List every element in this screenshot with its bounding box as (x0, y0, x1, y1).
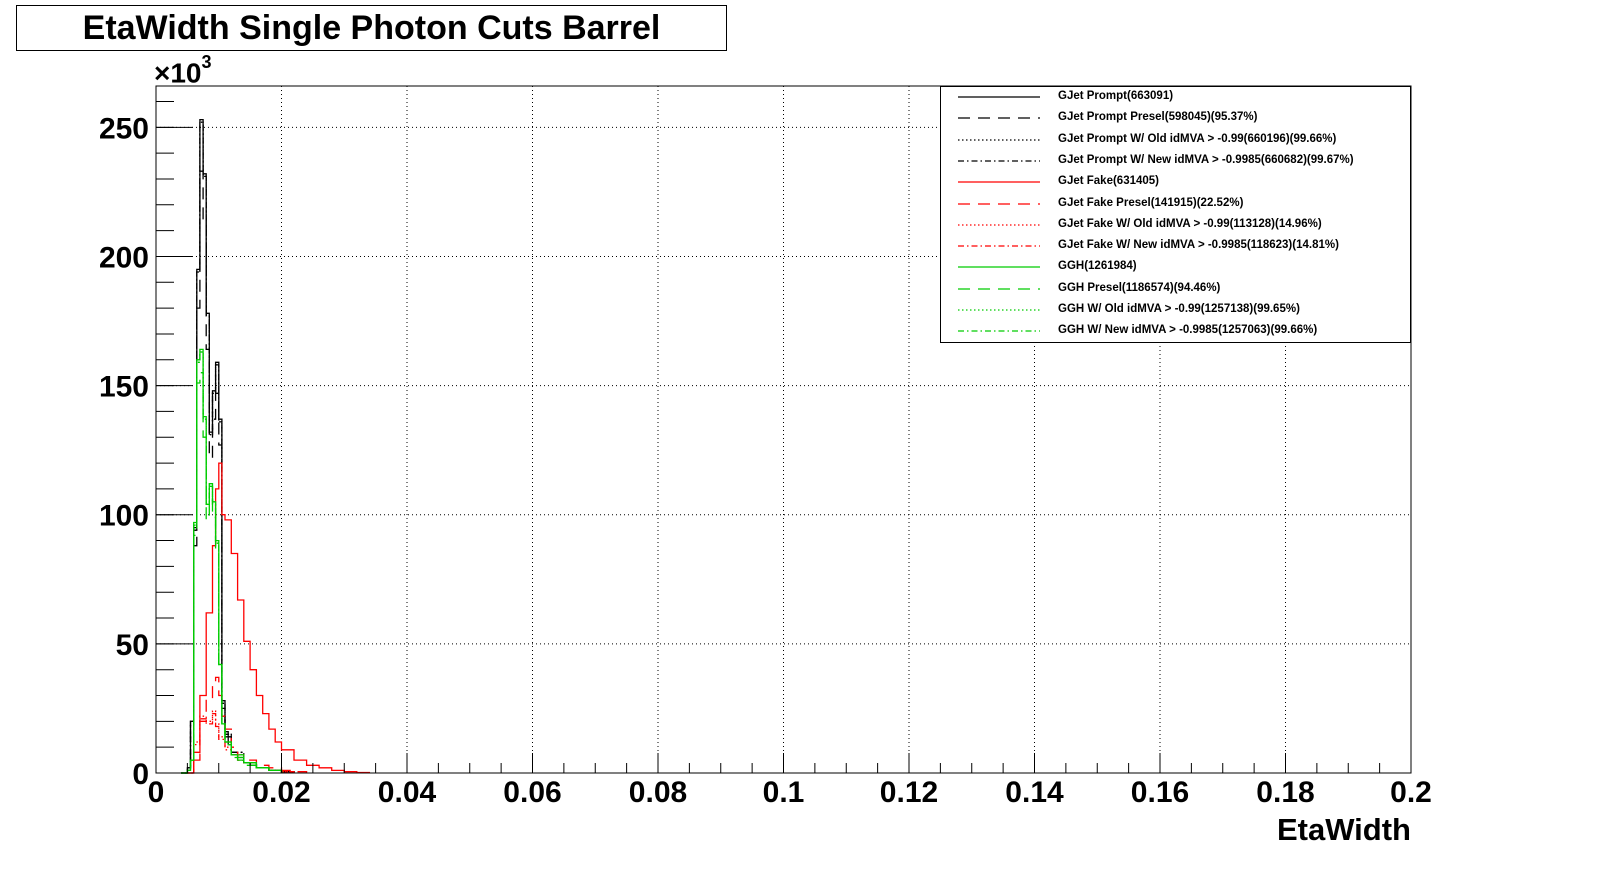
legend-swatch (958, 181, 1040, 183)
legend-entry: GJet Fake W/ Old idMVA > -0.99(113128)(1… (941, 215, 1410, 236)
x-tick-label: 0.12 (880, 776, 938, 809)
legend-label: GJet Fake(631405) (1058, 175, 1160, 188)
legend-swatch (958, 202, 1040, 205)
legend-label: GGH W/ Old idMVA > -0.99(1257138)(99.65%… (1058, 303, 1300, 315)
legend-entry: GJet Prompt W/ New idMVA > -0.9985(66068… (941, 151, 1410, 172)
legend-swatch (958, 266, 1040, 268)
series-line (187, 712, 295, 774)
legend-label: GGH(1261984) (1058, 260, 1137, 273)
legend-swatch (958, 138, 1040, 141)
series-line (181, 372, 283, 774)
legend-entry: GJet Prompt Presel(598045)(95.37%) (941, 108, 1410, 129)
series-line (181, 121, 295, 774)
x-tick-label: 0.04 (378, 776, 437, 809)
legend-label: GJet Fake W/ Old idMVA > -0.99(113128)(1… (1058, 217, 1322, 230)
legend-entry: GJet Fake Presel(141915)(22.52%) (941, 194, 1410, 215)
legend-label: GJet Prompt W/ New idMVA > -0.9985(66068… (1058, 153, 1354, 166)
y-tick-label: 250 (99, 112, 149, 145)
x-tick-label: 0.2 (1390, 776, 1432, 809)
legend-entry: GGH W/ Old idMVA > -0.99(1257138)(99.65%… (941, 300, 1410, 321)
grid-lines (156, 86, 1411, 773)
axes: 0 0.02 0.04 0.06 0.08 0.1 0.12 0.14 0.16 0.18 0.2 0… (99, 100, 1432, 809)
legend-label: GGH W/ New idMVA > -0.9985(1257063)(99.6… (1058, 324, 1318, 337)
x-tick-label: 0.1 (763, 776, 805, 809)
x-tick-label: 0.08 (629, 776, 687, 809)
legend-entry: GJet Fake W/ New idMVA > -0.9985(118623)… (941, 236, 1410, 257)
legend-swatch (958, 96, 1040, 98)
legend-swatch (958, 288, 1040, 290)
legend-entry: GGH(1261984) (941, 257, 1410, 278)
legend-label: GJet Fake Presel(141915)(22.52%) (1058, 196, 1244, 209)
legend-label: GGH Presel(1186574)(94.46%) (1058, 281, 1221, 294)
legend-swatch (958, 309, 1040, 311)
legend-label: GJet Fake W/ New idMVA > -0.9985(118623)… (1058, 239, 1339, 252)
legend-entry: GGH W/ New idMVA > -0.9985(1257063)(99.6… (941, 321, 1410, 342)
x-tick-label: 0.06 (503, 776, 561, 809)
x-tick-label: 0.14 (1005, 776, 1064, 809)
legend-swatch (958, 224, 1040, 226)
y-tick-label: 100 (99, 500, 149, 533)
legend-entry: GJet Prompt(663091) (941, 87, 1410, 108)
x-tick-label: 0.18 (1256, 776, 1314, 809)
series-line (187, 462, 371, 774)
x-tick-label: 0 (148, 776, 165, 809)
legend-swatch (958, 330, 1040, 332)
x-tick-label: 0.02 (252, 776, 310, 809)
y-multiplier-base: ×10 (154, 57, 202, 89)
y-tick-label: 50 (116, 629, 149, 662)
x-axis-label: EtaWidth (1277, 812, 1411, 847)
legend-label: GJet Prompt Presel(598045)(95.37%) (1058, 111, 1258, 124)
series-line (187, 710, 295, 774)
legend-swatch (958, 117, 1040, 119)
legend-entry: GJet Fake(631405) (941, 172, 1410, 193)
y-tick-label: 150 (99, 371, 149, 404)
legend-entry: GJet Prompt W/ Old idMVA > -0.99(660196)… (941, 130, 1410, 151)
legend-label: GJet Prompt(663091) (1058, 90, 1174, 102)
series-line (181, 118, 295, 774)
series-layer (181, 118, 371, 774)
y-multiplier-label: ×103 (154, 52, 212, 89)
chart-title: EtaWidth Single Photon Cuts Barrel (16, 5, 727, 51)
y-tick-label: 0 (132, 758, 149, 791)
series-line (181, 351, 283, 774)
series-line (181, 348, 283, 774)
legend-entry: GGH Presel(1186574)(94.46%) (941, 279, 1410, 300)
legend-swatch (958, 245, 1040, 247)
legend-swatch (958, 160, 1040, 162)
y-tick-label: 200 (99, 241, 149, 274)
x-tick-label: 0.16 (1131, 776, 1189, 809)
series-line (181, 121, 295, 774)
legend: GJet Prompt(663091) GJet Prompt Presel(59… (940, 86, 1411, 343)
series-line (187, 676, 308, 774)
y-multiplier-exponent: 3 (201, 52, 212, 72)
series-line (181, 170, 295, 774)
legend-label: GJet Prompt W/ Old idMVA > -0.99(660196)… (1058, 132, 1337, 145)
